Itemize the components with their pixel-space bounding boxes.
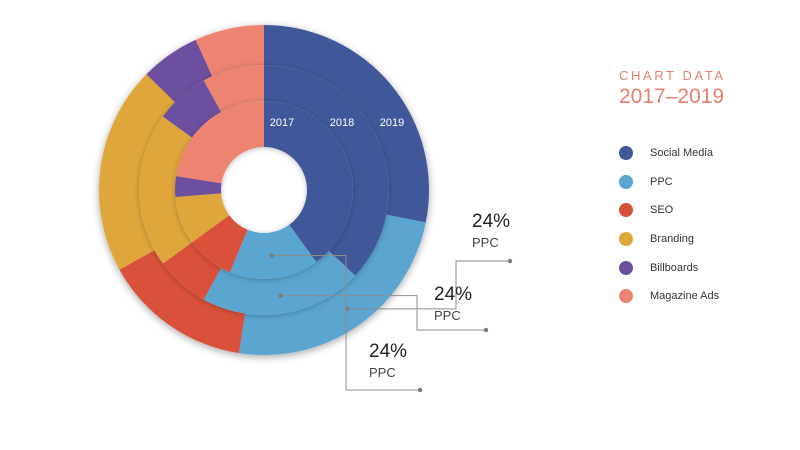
callouts-layer: 24% PPC 24% PPC 24% PPC xyxy=(269,211,513,393)
legend-swatch xyxy=(619,174,633,189)
ring-label-2017: 2017 xyxy=(270,117,294,129)
legend: CHART DATA 2017–2019 Social Media PPC SE… xyxy=(619,68,789,311)
legend-item-seo: SEO xyxy=(619,196,789,225)
slice-2017-billboards xyxy=(174,176,222,197)
legend-swatch xyxy=(619,289,633,304)
slice-2019-social-media xyxy=(264,25,429,223)
slice-2017-magazine-ads xyxy=(176,101,264,184)
legend-list: Social Media PPC SEO Branding Billboards… xyxy=(619,139,789,311)
legend-swatch xyxy=(619,232,633,247)
legend-label: PPC xyxy=(650,175,673,188)
legend-label: SEO xyxy=(650,204,674,217)
ring-labels-layer: 2019 2018 2017 xyxy=(270,117,404,129)
callout-leader-line xyxy=(347,260,510,310)
ring-2017 xyxy=(174,101,353,279)
callout-dot xyxy=(507,258,513,264)
callout-2018: 24% PPC xyxy=(278,284,489,333)
callout-value: 24% xyxy=(472,211,510,232)
slice-2019-branding xyxy=(99,74,175,270)
slice-2018-seo xyxy=(162,242,222,300)
slice-2019-seo xyxy=(119,250,246,354)
legend-item-ppc: PPC xyxy=(619,168,789,197)
callout-dot xyxy=(417,387,423,393)
legend-item-social-media: Social Media xyxy=(619,139,789,168)
callout-dot xyxy=(269,253,274,258)
callout-2017: 24% PPC xyxy=(269,253,423,393)
legend-item-billboards: Billboards xyxy=(619,253,789,282)
slice-2018-billboards xyxy=(162,80,222,138)
slice-2017-seo xyxy=(191,215,248,273)
rings-layer xyxy=(99,25,429,355)
slice-2018-ppc xyxy=(203,250,356,315)
legend-label: Billboards xyxy=(650,261,699,274)
slice-2017-ppc xyxy=(229,224,317,279)
chart-subtitle: 2017–2019 xyxy=(619,85,725,108)
slice-2018-social-media xyxy=(264,65,389,276)
ring-2019 xyxy=(99,25,429,355)
legend-label: Branding xyxy=(650,233,695,246)
callout-category: PPC xyxy=(472,235,499,250)
slice-2017-social-media xyxy=(264,101,353,263)
callout-leader-line xyxy=(280,295,486,331)
callout-dot xyxy=(278,293,283,298)
callout-category: PPC xyxy=(434,308,461,323)
callout-value: 24% xyxy=(434,284,472,305)
ring-label-2019: 2019 xyxy=(380,117,404,129)
legend-item-magazine-ads: Magazine Ads xyxy=(619,282,789,311)
slice-2018-magazine-ads xyxy=(203,65,264,113)
chart-title: CHART DATA xyxy=(619,68,726,83)
legend-swatch xyxy=(619,260,633,275)
legend-swatch xyxy=(619,146,633,161)
legend-label: Social Media xyxy=(650,147,713,160)
callout-leader-line xyxy=(271,255,420,391)
callout-category: PPC xyxy=(369,365,396,380)
slice-2019-billboards xyxy=(146,39,213,103)
legend-label: Magazine Ads xyxy=(650,290,720,303)
slice-2017-branding xyxy=(175,193,230,243)
callout-dot xyxy=(483,327,489,333)
slice-2019-ppc xyxy=(238,214,426,355)
callout-2019: 24% PPC xyxy=(344,211,513,312)
legend-item-branding: Branding xyxy=(619,225,789,254)
slice-2019-magazine-ads xyxy=(195,25,264,77)
legend-swatch xyxy=(619,203,633,218)
ring-2018 xyxy=(139,65,389,315)
ring-label-2018: 2018 xyxy=(330,117,354,129)
slice-2018-branding xyxy=(139,116,192,264)
callout-value: 24% xyxy=(369,341,407,362)
